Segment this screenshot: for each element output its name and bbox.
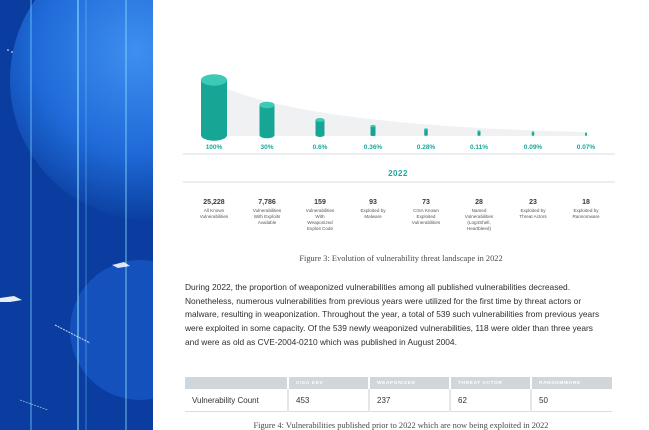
stage-count: 18 [582,199,590,206]
stage-count: 73 [422,199,430,206]
cylinder-bar [315,118,325,137]
cylinder-bar [201,74,227,141]
row-label: Vulnerability Count [185,389,288,412]
percentage-label: 0.28% [417,144,436,151]
cylinder-bar [477,130,481,136]
table-cell: 237 [368,389,450,412]
percentage-label: 0.07% [577,144,596,151]
table-header-row: CISA KEV WEAPONIZED THREAT ACTOR RANSOMW… [185,377,612,389]
stage-label: Exploited by Threat Actors [519,208,547,219]
table-header: CISA KEV [287,377,369,389]
vulnerability-table: CISA KEV WEAPONIZED THREAT ACTOR RANSOMW… [185,377,612,412]
trend-area [213,82,591,136]
abstract-blue-artwork [0,0,153,430]
year-label: 2022 [388,169,408,178]
figure-4-caption: Figure 4: Vulnerabilities published prio… [253,421,549,430]
stage-label: Exploited by Ransomware [572,208,600,219]
stage-count: 23 [529,199,537,206]
document-page: 2022 100% 30% 0.6% 0.36% 0.28% 0.11% 0.09% 0.07… [153,0,649,430]
stage-label: Exploited by Malware [360,208,386,219]
stage-label: All Known Vulnerabilities [200,208,229,219]
figure-3-caption: Figure 3: Evolution of vulnerability thr… [299,254,503,263]
table-cell: 453 [287,389,369,412]
figure-3-chart: 2022 100% 30% 0.6% 0.36% 0.28% 0.11% 0.09% 0.07… [183,74,615,231]
percentage-label: 0.36% [364,144,383,151]
percentage-label: 0.6% [313,144,328,151]
stage-label: CISA Known Exploited Vulnerabilities [412,208,441,225]
percentage-label: 0.09% [524,144,543,151]
table-cell: 50 [530,389,612,412]
table-cell: 62 [449,389,531,412]
percentage-label: 0.11% [470,144,488,151]
body-paragraph: During 2022, the proportion of weaponize… [185,282,600,347]
table-header [185,377,288,389]
table-header: RANSOMWARE [530,377,612,389]
stage-count: 159 [314,199,326,206]
stage-count: 93 [369,199,377,206]
cylinder-bar [424,128,428,136]
stage-label: Named Vulnerabilities (Log4Shell, Heartblee… [465,208,494,231]
percentage-label: 30% [260,144,273,151]
cylinder-bar [370,124,376,137]
table-row: Vulnerability Count 453 237 62 50 [185,389,612,412]
stage-count: 28 [475,199,483,206]
cylinder-bar [531,131,535,136]
decorative-side-panel [0,0,153,430]
table-header: THREAT ACTOR [449,377,531,389]
stage-count: 25,228 [203,199,225,206]
percentage-label: 100% [206,144,223,151]
table-header: WEAPONIZED [368,377,450,389]
cylinder-bar [259,101,275,139]
stage-label: Vulnerabilities With Weaponized Exploit Cod… [306,208,335,231]
cylinder-bar [585,132,587,136]
stage-label: Vulnerabilities With Exploits Available [253,208,282,225]
stage-count: 7,786 [258,199,276,206]
